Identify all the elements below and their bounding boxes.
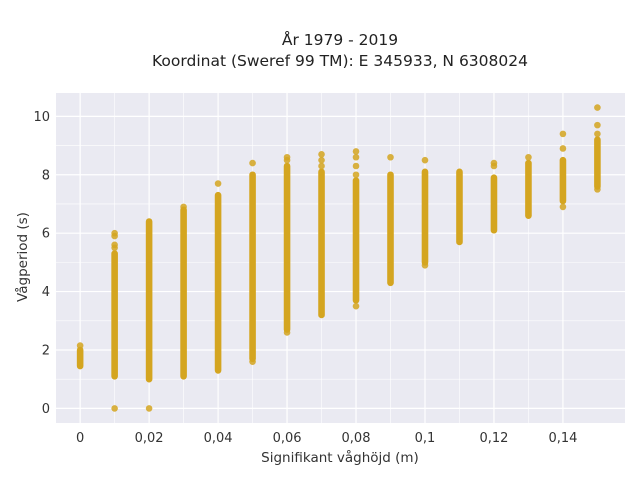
data-point (111, 241, 118, 249)
data-point (352, 148, 360, 155)
y-tick-label: 0 (42, 402, 50, 417)
data-point (180, 203, 187, 211)
data-point (249, 159, 256, 167)
data-point (145, 405, 153, 412)
data-point (111, 229, 118, 237)
data-point (283, 153, 291, 161)
data-point-column (490, 174, 498, 234)
y-tick-label: 4 (42, 285, 50, 300)
data-point (559, 145, 567, 152)
data-point (214, 180, 222, 187)
data-point-column (111, 250, 118, 380)
data-point-column (421, 168, 429, 266)
data-point-column (594, 136, 601, 190)
y-axis-label: Vågperiod (s) (14, 212, 31, 302)
data-point-column (318, 168, 325, 319)
data-point (594, 130, 601, 138)
data-point-column (387, 171, 394, 287)
data-point (352, 171, 360, 179)
x-axis-label: Signifikant våghöjd (m) (261, 449, 419, 466)
data-point (559, 130, 567, 138)
y-axis-ticks: 0 2 4 6 8 10 (33, 110, 50, 417)
data-point-column (76, 346, 84, 370)
chart-title-line-1: År 1979 - 2019 (282, 30, 398, 49)
data-point (111, 405, 118, 412)
y-tick-label: 2 (42, 343, 50, 358)
data-point-column (283, 162, 291, 333)
x-tick-label: 0,12 (479, 431, 508, 446)
data-point (387, 153, 394, 161)
data-point (525, 153, 532, 161)
chart-title-line-2: Koordinat (Sweref 99 TM): E 345933, N 63… (152, 52, 528, 70)
data-point (249, 358, 256, 365)
data-point (318, 162, 325, 170)
x-tick-label: 0 (76, 431, 84, 446)
data-point (352, 302, 360, 310)
data-point-column (249, 171, 256, 363)
data-point-column (456, 168, 463, 246)
data-point (421, 262, 429, 269)
data-point (421, 156, 429, 164)
data-point (352, 162, 360, 170)
data-point-column (145, 218, 153, 383)
data-point (283, 329, 291, 336)
data-point (559, 203, 567, 211)
data-point (318, 156, 325, 164)
data-point-column (559, 156, 567, 205)
plot-area (56, 93, 625, 423)
data-point-column (180, 206, 187, 380)
x-tick-label: 0,1 (415, 431, 436, 446)
x-tick-label: 0,08 (342, 431, 371, 446)
y-tick-label: 10 (33, 110, 50, 125)
data-point-column (352, 177, 360, 304)
x-axis-ticks: 0 0,02 0,04 0,06 0,08 0,1 0,12 0,14 (76, 431, 577, 446)
data-point (318, 151, 325, 158)
x-tick-label: 0,14 (548, 431, 577, 446)
x-tick-label: 0,06 (273, 431, 302, 446)
y-tick-label: 8 (42, 168, 50, 183)
data-points (76, 104, 601, 412)
data-point (594, 104, 601, 111)
data-point (594, 186, 601, 193)
data-point-column (214, 191, 222, 374)
x-tick-label: 0,02 (135, 431, 164, 446)
y-tick-label: 6 (42, 227, 50, 242)
data-point (594, 121, 601, 129)
data-point (76, 342, 84, 349)
data-point-column (525, 159, 532, 219)
data-point (352, 153, 360, 161)
chart-title: År 1979 - 2019 Koordinat (Sweref 99 TM):… (152, 30, 528, 70)
x-tick-label: 0,04 (204, 431, 233, 446)
data-point (490, 159, 498, 167)
